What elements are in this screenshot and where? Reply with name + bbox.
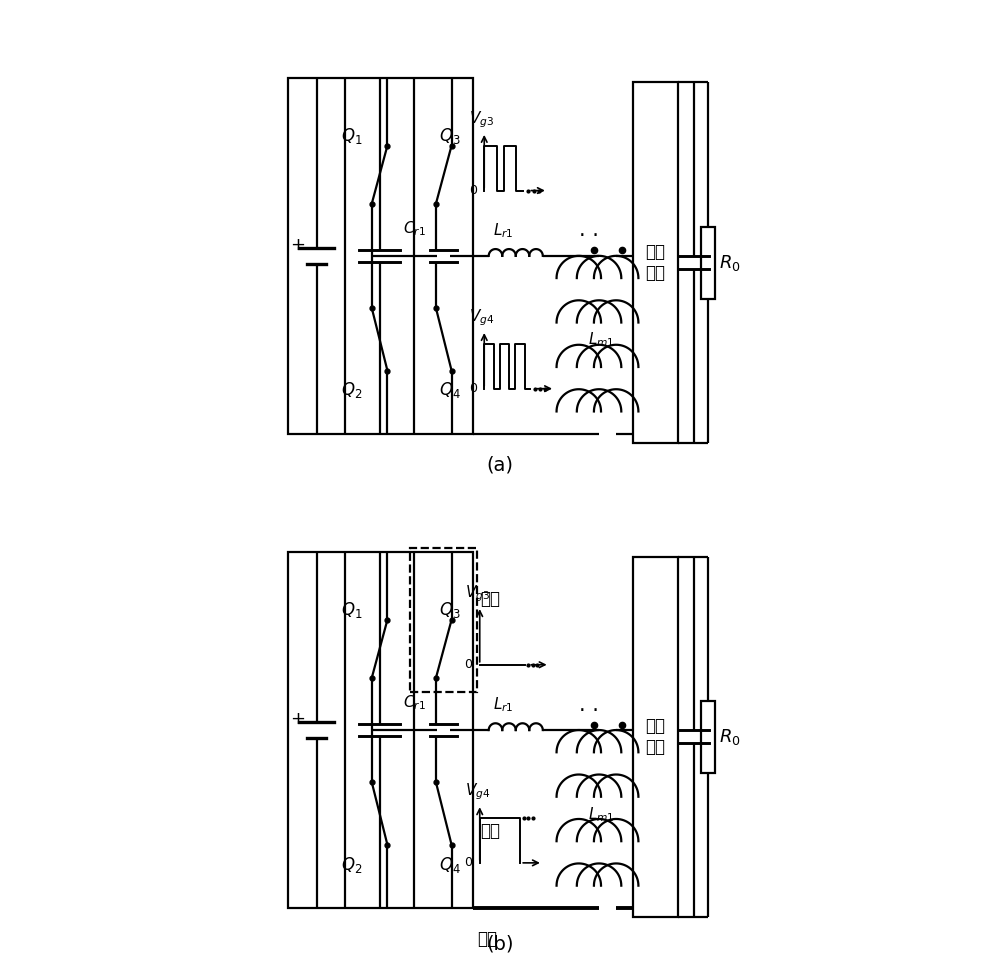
Bar	[633, 557, 678, 917]
Bar	[633, 82, 678, 443]
Text: +: +	[290, 236, 305, 254]
Text: $V_{g4}$: $V_{g4}$	[465, 782, 490, 802]
Text: $Q_2$: $Q_2$	[341, 380, 363, 400]
Text: $C_{r1}$: $C_{r1}$	[403, 694, 426, 712]
Text: 0: 0	[464, 658, 472, 672]
Bar	[701, 227, 715, 299]
Text: $Q_1$: $Q_1$	[341, 126, 363, 146]
Text: $Q_2$: $Q_2$	[341, 855, 363, 875]
Text: 闭合: 闭合	[477, 930, 497, 947]
Text: $Q_3$: $Q_3$	[439, 601, 461, 620]
Text: $L_{r1}$: $L_{r1}$	[493, 696, 514, 715]
Text: 整流
网络: 整流 网络	[645, 718, 665, 756]
Bar	[288, 552, 473, 908]
Bar	[701, 701, 715, 773]
Text: $Q_4$: $Q_4$	[439, 855, 461, 875]
Text: $V_{g4}$: $V_{g4}$	[469, 308, 495, 328]
Text: (a): (a)	[487, 456, 514, 475]
Text: (b): (b)	[486, 934, 514, 953]
Text: $Q_3$: $Q_3$	[439, 126, 461, 146]
Text: 0: 0	[469, 382, 477, 395]
Text: 断开: 断开	[480, 590, 500, 608]
Text: $Q_1$: $Q_1$	[341, 601, 363, 620]
Text: 0: 0	[464, 856, 472, 869]
Bar	[410, 548, 477, 692]
Text: · ·: · ·	[579, 226, 599, 246]
Text: $R_0$: $R_0$	[719, 727, 741, 747]
Text: $L_{r1}$: $L_{r1}$	[493, 221, 514, 240]
Text: $R_0$: $R_0$	[719, 253, 741, 273]
Text: 整流
网络: 整流 网络	[645, 243, 665, 282]
Text: · ·: · ·	[579, 700, 599, 720]
Text: +: +	[290, 710, 305, 728]
Text: 闭合: 闭合	[480, 822, 500, 840]
Text: $V_{g3}$: $V_{g3}$	[465, 583, 490, 604]
Text: $V_{g3}$: $V_{g3}$	[469, 109, 495, 129]
Text: $L_{m1}$: $L_{m1}$	[588, 331, 614, 350]
Text: $Q_4$: $Q_4$	[439, 380, 461, 400]
Text: $L_{m1}$: $L_{m1}$	[588, 805, 614, 824]
Text: 0: 0	[469, 184, 477, 197]
Bar	[288, 78, 473, 434]
Text: $C_{r1}$: $C_{r1}$	[403, 219, 426, 238]
